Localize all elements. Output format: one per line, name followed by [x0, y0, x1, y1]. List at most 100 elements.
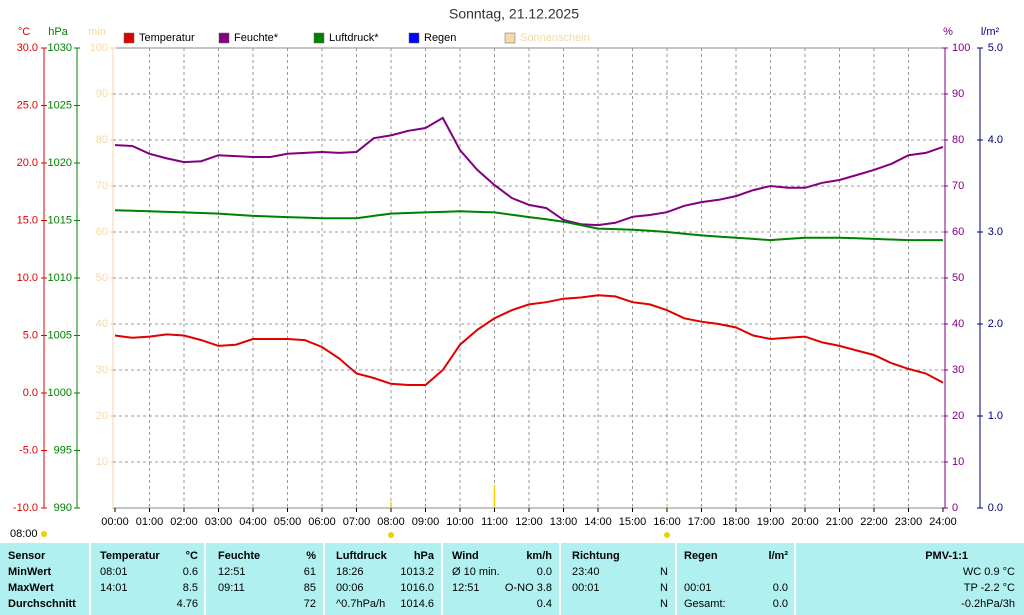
- series-line: [114, 116, 944, 227]
- table-cell: 1016.0: [400, 582, 434, 594]
- table-cell: N: [660, 582, 668, 594]
- y-tick-label: 20: [96, 410, 108, 422]
- table-cell: 08:01: [100, 566, 128, 578]
- legend-swatch: [504, 32, 516, 44]
- table-cell: 14:01: [100, 582, 128, 594]
- y-tick-label: 1005: [48, 329, 72, 341]
- axis-unit: min: [88, 26, 106, 38]
- table-cell: WC 0.9 °C: [963, 566, 1015, 578]
- legend-swatch: [313, 32, 325, 44]
- y-tick-label: 70: [952, 180, 964, 192]
- table-cell: 1013.2: [400, 566, 434, 578]
- table-cell: 4.76: [177, 598, 198, 610]
- y-tick-label: 0: [952, 502, 958, 514]
- y-tick-label: 4.0: [988, 134, 1003, 146]
- y-tick-label: 100: [952, 42, 970, 54]
- table-cell: 0.0: [773, 582, 788, 594]
- y-tick-label: 0.0: [988, 502, 1003, 514]
- legend-label: Regen: [424, 32, 456, 44]
- series-line: [114, 294, 944, 386]
- y-tick-label: 80: [952, 134, 964, 146]
- y-tick-label: 70: [96, 180, 108, 192]
- table-cell: ^0.7hPa/h: [336, 598, 385, 610]
- x-tick-label: 13:00: [550, 516, 578, 528]
- y-tick-label: 60: [96, 226, 108, 238]
- table-header: Richtung: [572, 550, 620, 562]
- table-header: km/h: [526, 550, 552, 562]
- x-tick-label: 19:00: [757, 516, 785, 528]
- table-cell: 12:51: [218, 566, 246, 578]
- y-tick-label: 15.0: [17, 214, 38, 226]
- y-tick-label: 995: [54, 444, 72, 456]
- sunset-marker: [664, 532, 670, 538]
- y-tick-label: -10.0: [13, 502, 38, 514]
- table-cell: 23:40: [572, 566, 600, 578]
- x-tick-label: 15:00: [619, 516, 647, 528]
- x-tick-label: 07:00: [343, 516, 371, 528]
- y-tick-label: 20.0: [17, 157, 38, 169]
- y-tick-label: 0.0: [23, 387, 38, 399]
- x-tick-label: 18:00: [722, 516, 750, 528]
- x-tick-label: 00:00: [101, 516, 129, 528]
- table-cell: N: [660, 566, 668, 578]
- sunrise-label: 08:00: [10, 528, 38, 540]
- axis-unit: l/m²: [981, 26, 1000, 38]
- x-tick-label: 23:00: [895, 516, 923, 528]
- x-tick-label: 21:00: [826, 516, 854, 528]
- y-tick-label: 2.0: [988, 318, 1003, 330]
- table-header: PMV-1:1: [925, 550, 968, 562]
- table-cell: MinWert: [8, 566, 52, 578]
- sunrise-icon: [41, 531, 47, 537]
- table-cell: 72: [304, 598, 316, 610]
- y-tick-label: 10: [952, 456, 964, 468]
- y-tick-label: 1.0: [988, 410, 1003, 422]
- table-header: %: [306, 550, 316, 562]
- table-header: Wind: [452, 550, 479, 562]
- table-cell: 00:01: [572, 582, 600, 594]
- series-line: [114, 209, 943, 242]
- y-tick-label: 100: [90, 42, 108, 54]
- y-tick-label: 1010: [48, 272, 72, 284]
- y-tick-label: 1015: [48, 214, 72, 226]
- x-tick-label: 06:00: [308, 516, 336, 528]
- axis-unit: °C: [18, 26, 30, 38]
- table-cell: 09:11: [218, 582, 245, 594]
- table-cell: 18:26: [336, 566, 364, 578]
- y-tick-label: 5.0: [988, 42, 1003, 54]
- table-header: Luftdruck: [336, 550, 388, 562]
- table-header: hPa: [414, 550, 435, 562]
- y-tick-label: 25.0: [17, 99, 38, 111]
- table-header: Sensor: [8, 550, 46, 562]
- y-tick-label: 10.0: [17, 272, 38, 284]
- x-tick-label: 16:00: [653, 516, 681, 528]
- table-cell: 0.0: [773, 598, 788, 610]
- y-tick-label: 3.0: [988, 226, 1003, 238]
- y-tick-label: 90: [96, 88, 108, 100]
- table-cell: 1014.6: [400, 598, 434, 610]
- x-tick-label: 14:00: [584, 516, 612, 528]
- table-cell: Gesamt:: [684, 598, 726, 610]
- x-tick-label: 08:00: [377, 516, 405, 528]
- table-cell: Durchschnitt: [8, 598, 76, 610]
- table-cell: TP -2.2 °C: [964, 582, 1015, 594]
- y-tick-label: 80: [96, 134, 108, 146]
- table-header: l/m²: [768, 550, 788, 562]
- y-tick-label: 40: [952, 318, 964, 330]
- x-tick-label: 22:00: [860, 516, 888, 528]
- table-cell: MaxWert: [8, 582, 54, 594]
- y-tick-label: 1020: [48, 157, 72, 169]
- table-cell: 0.6: [183, 566, 198, 578]
- legend-swatch: [123, 32, 135, 44]
- x-tick-label: 17:00: [688, 516, 716, 528]
- table-cell: 61: [304, 566, 316, 578]
- table-header: Temperatur: [100, 550, 160, 562]
- y-tick-label: 5.0: [23, 329, 38, 341]
- table-cell: 85: [304, 582, 316, 594]
- y-tick-label: 50: [952, 272, 964, 284]
- legend-swatch: [408, 32, 420, 44]
- x-tick-label: 01:00: [136, 516, 164, 528]
- y-tick-label: 40: [96, 318, 108, 330]
- y-tick-label: 30: [96, 364, 108, 376]
- table-separators: [89, 543, 796, 615]
- table-cell: N: [660, 598, 668, 610]
